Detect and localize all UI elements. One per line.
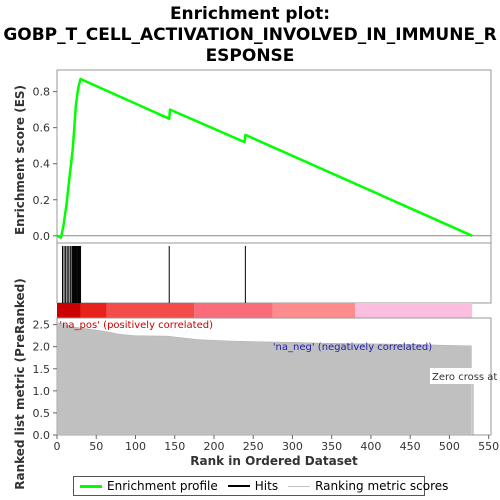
es-y-tick-label: 0.8	[33, 86, 51, 99]
metric-y-tick-label: 2.5	[33, 319, 51, 332]
legend-label-hits: Hits	[254, 479, 279, 493]
es-y-tick-label: 0.4	[33, 158, 51, 171]
metric-y-tick-label: 0.5	[33, 407, 51, 420]
colorbar-segment	[57, 303, 81, 318]
legend-label-metric: Ranking metric scores	[315, 479, 449, 493]
legend: Enrichment profile Hits Ranking metric s…	[73, 476, 448, 496]
metric-area	[56, 322, 472, 436]
es-frame	[56, 69, 492, 244]
x-tick-label: 400	[360, 440, 381, 453]
legend-label-enrichment: Enrichment profile	[107, 479, 218, 493]
es-panel: 0.0 0.2 0.4 0.6 0.8	[33, 69, 492, 244]
es-y-tick-label: 0.2	[33, 194, 51, 207]
es-y-tick-label: 0.6	[33, 122, 51, 135]
metric-y-tick-label: 1.5	[33, 363, 51, 376]
metric-panel: 0.0 0.5 1.0 1.5 2.0 2.5 'na_pos' (positively c…	[33, 317, 497, 442]
metric-y-tick-label: 0.0	[33, 429, 51, 442]
colorbar-segment	[272, 303, 356, 318]
enrichment-profile-line	[56, 77, 473, 239]
legend-swatch-enrichment	[80, 484, 102, 488]
x-tick-label: 50	[89, 440, 103, 453]
zero-cross-annotation: Zero cross at	[432, 372, 497, 383]
x-tick-label: 500	[439, 440, 460, 453]
metric-y-tick-label: 1.0	[33, 385, 51, 398]
neg-annotation: 'na_neg' (negatively correlated)	[273, 342, 432, 353]
metric-y-axis-title: Ranked list metric (PreRanked)	[13, 278, 27, 490]
colorbar-segment	[355, 303, 473, 318]
legend-item-metric: Ranking metric scores	[288, 479, 448, 493]
hits-panel	[56, 242, 492, 318]
colorbar-segment	[194, 303, 273, 318]
x-tick-label: 0	[54, 440, 61, 453]
legend-item-hits: Hits	[227, 479, 279, 493]
pos-annotation: 'na_pos' (positively correlated)	[59, 320, 213, 331]
x-tick-label: 350	[321, 440, 342, 453]
x-axis-title: Rank in Ordered Dataset	[190, 454, 358, 468]
es-y-tick-label: 0.0	[33, 230, 51, 243]
metric-y-tick-label: 2.0	[33, 341, 51, 354]
zero-cross-label-bg	[430, 368, 490, 384]
x-tick-label: 250	[243, 440, 264, 453]
legend-swatch-metric	[288, 485, 311, 487]
colorbar-segment	[80, 303, 107, 318]
title-line-3: ESPONSE	[206, 46, 295, 66]
title-line-1: Enrichment plot:	[170, 4, 330, 24]
colorbar-segment	[106, 303, 195, 318]
x-tick-label: 300	[282, 440, 303, 453]
legend-item-enrichment: Enrichment profile	[80, 479, 218, 493]
x-tick-label: 450	[400, 440, 421, 453]
hits-frame	[56, 242, 492, 304]
title-line-2: GOBP_T_CELL_ACTIVATION_INVOLVED_IN_IMMUN…	[3, 25, 496, 45]
x-tick-label: 200	[203, 440, 224, 453]
es-y-axis-title: Enrichment score (ES)	[13, 85, 27, 235]
x-tick-label: 550	[478, 440, 499, 453]
x-tick-label: 100	[125, 440, 146, 453]
legend-swatch-hits	[227, 485, 250, 487]
x-tick-label: 150	[164, 440, 185, 453]
x-axis: 0 50 100 150 200 250 300 350 400 450 500 550	[54, 435, 499, 453]
